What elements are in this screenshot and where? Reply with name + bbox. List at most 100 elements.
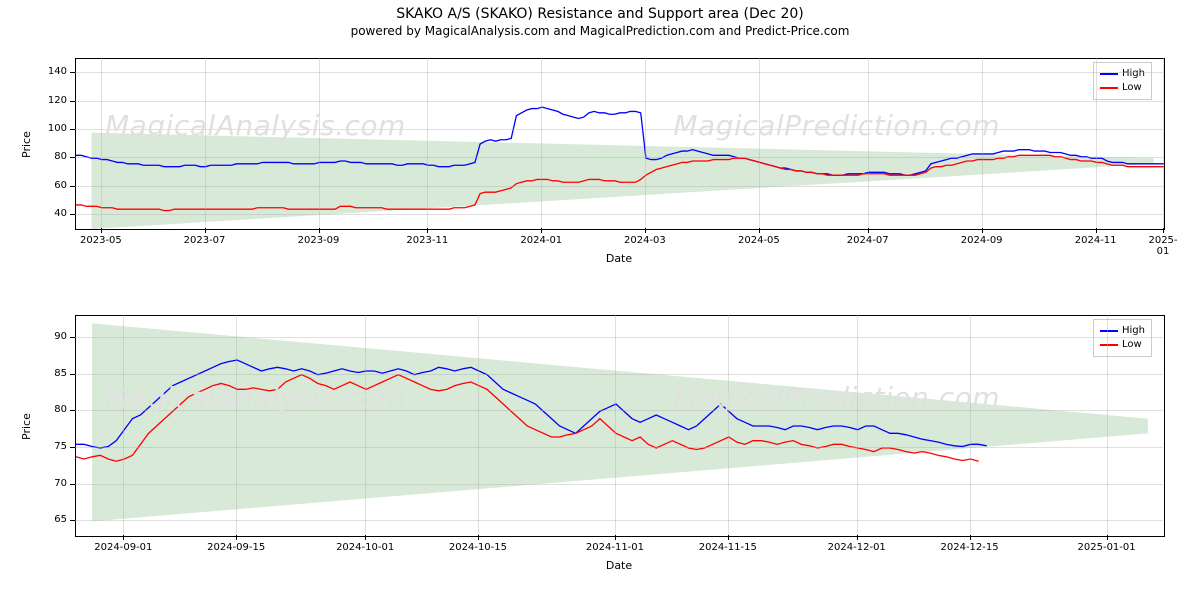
grid-line (427, 58, 428, 228)
ytick-label: 80 (27, 151, 67, 162)
grid-line (101, 58, 102, 228)
grid-line (236, 315, 237, 535)
ytick-label: 85 (27, 368, 67, 379)
grid-line (75, 214, 1163, 215)
support-area (92, 323, 1148, 521)
chart-subtitle: powered by MagicalAnalysis.com and Magic… (0, 22, 1200, 42)
grid-line (75, 447, 1163, 448)
bottom-svg (76, 316, 1164, 536)
top-svg (76, 59, 1164, 229)
ytick-mark (70, 447, 75, 448)
xtick-label: 2024-12-01 (828, 542, 886, 553)
ytick-label: 80 (27, 404, 67, 415)
legend-swatch (1100, 330, 1118, 332)
ytick-label: 120 (27, 95, 67, 106)
xtick-mark (101, 228, 102, 233)
grid-line (645, 58, 646, 228)
grid-line (857, 315, 858, 535)
xtick-mark (1096, 228, 1097, 233)
xtick-label: 2025-01 (1145, 235, 1182, 257)
ytick-mark (70, 214, 75, 215)
grid-line (75, 157, 1163, 158)
ytick-label: 60 (27, 180, 67, 191)
xtick-mark (319, 228, 320, 233)
ytick-label: 40 (27, 208, 67, 219)
grid-line (541, 58, 542, 228)
xtick-mark (236, 535, 237, 540)
ytick-label: 75 (27, 441, 67, 452)
xtick-label: 2024-10-01 (336, 542, 394, 553)
xtick-label: 2023-07 (184, 235, 226, 246)
top-xlabel: Date (75, 252, 1163, 265)
grid-line (205, 58, 206, 228)
xtick-mark (365, 535, 366, 540)
ytick-mark (70, 129, 75, 130)
xtick-label: 2024-11-15 (699, 542, 757, 553)
grid-line (319, 58, 320, 228)
xtick-mark (728, 535, 729, 540)
legend-label: High (1122, 324, 1145, 338)
legend-item: Low (1100, 81, 1145, 95)
grid-line (970, 315, 971, 535)
legend-swatch (1100, 87, 1118, 89)
xtick-label: 2024-01 (520, 235, 562, 246)
ytick-mark (70, 484, 75, 485)
xtick-mark (868, 228, 869, 233)
grid-line (75, 101, 1163, 102)
xtick-mark (123, 535, 124, 540)
xtick-mark (427, 228, 428, 233)
xtick-label: 2024-03 (624, 235, 666, 246)
grid-line (365, 315, 366, 535)
xtick-mark (205, 228, 206, 233)
bottom-ylabel: Price (20, 413, 33, 440)
ytick-mark (70, 157, 75, 158)
ytick-mark (70, 186, 75, 187)
grid-line (868, 58, 869, 228)
ytick-label: 100 (27, 123, 67, 134)
grid-line (75, 337, 1163, 338)
top-legend: HighLow (1093, 62, 1152, 100)
ytick-mark (70, 72, 75, 73)
legend-swatch (1100, 73, 1118, 75)
grid-line (75, 374, 1163, 375)
bottom-legend: HighLow (1093, 319, 1152, 357)
ytick-mark (70, 337, 75, 338)
grid-line (1163, 58, 1164, 228)
ytick-mark (70, 374, 75, 375)
grid-line (75, 129, 1163, 130)
ytick-mark (70, 101, 75, 102)
xtick-mark (1163, 228, 1164, 233)
grid-line (478, 315, 479, 535)
grid-line (75, 186, 1163, 187)
xtick-label: 2024-09-15 (207, 542, 265, 553)
ytick-label: 140 (27, 66, 67, 77)
grid-line (759, 58, 760, 228)
xtick-mark (970, 535, 971, 540)
grid-line (1096, 58, 1097, 228)
legend-swatch (1100, 344, 1118, 346)
legend-label: Low (1122, 338, 1142, 352)
xtick-mark (857, 535, 858, 540)
xtick-mark (478, 535, 479, 540)
xtick-mark (1107, 535, 1108, 540)
xtick-label: 2023-05 (80, 235, 122, 246)
grid-line (75, 410, 1163, 411)
xtick-label: 2024-09 (961, 235, 1003, 246)
grid-line (728, 315, 729, 535)
legend-label: Low (1122, 81, 1142, 95)
grid-line (1107, 315, 1108, 535)
xtick-label: 2023-11 (406, 235, 448, 246)
xtick-label: 2024-11 (1075, 235, 1117, 246)
grid-line (75, 484, 1163, 485)
legend-label: High (1122, 67, 1145, 81)
legend-item: High (1100, 67, 1145, 81)
xtick-label: 2023-09 (298, 235, 340, 246)
xtick-label: 2024-09-01 (94, 542, 152, 553)
chart-title: SKAKO A/S (SKAKO) Resistance and Support… (0, 0, 1200, 22)
xtick-mark (615, 535, 616, 540)
ytick-label: 65 (27, 514, 67, 525)
xtick-mark (982, 228, 983, 233)
bottom-xlabel: Date (75, 559, 1163, 572)
xtick-label: 2024-07 (847, 235, 889, 246)
ytick-label: 90 (27, 331, 67, 342)
